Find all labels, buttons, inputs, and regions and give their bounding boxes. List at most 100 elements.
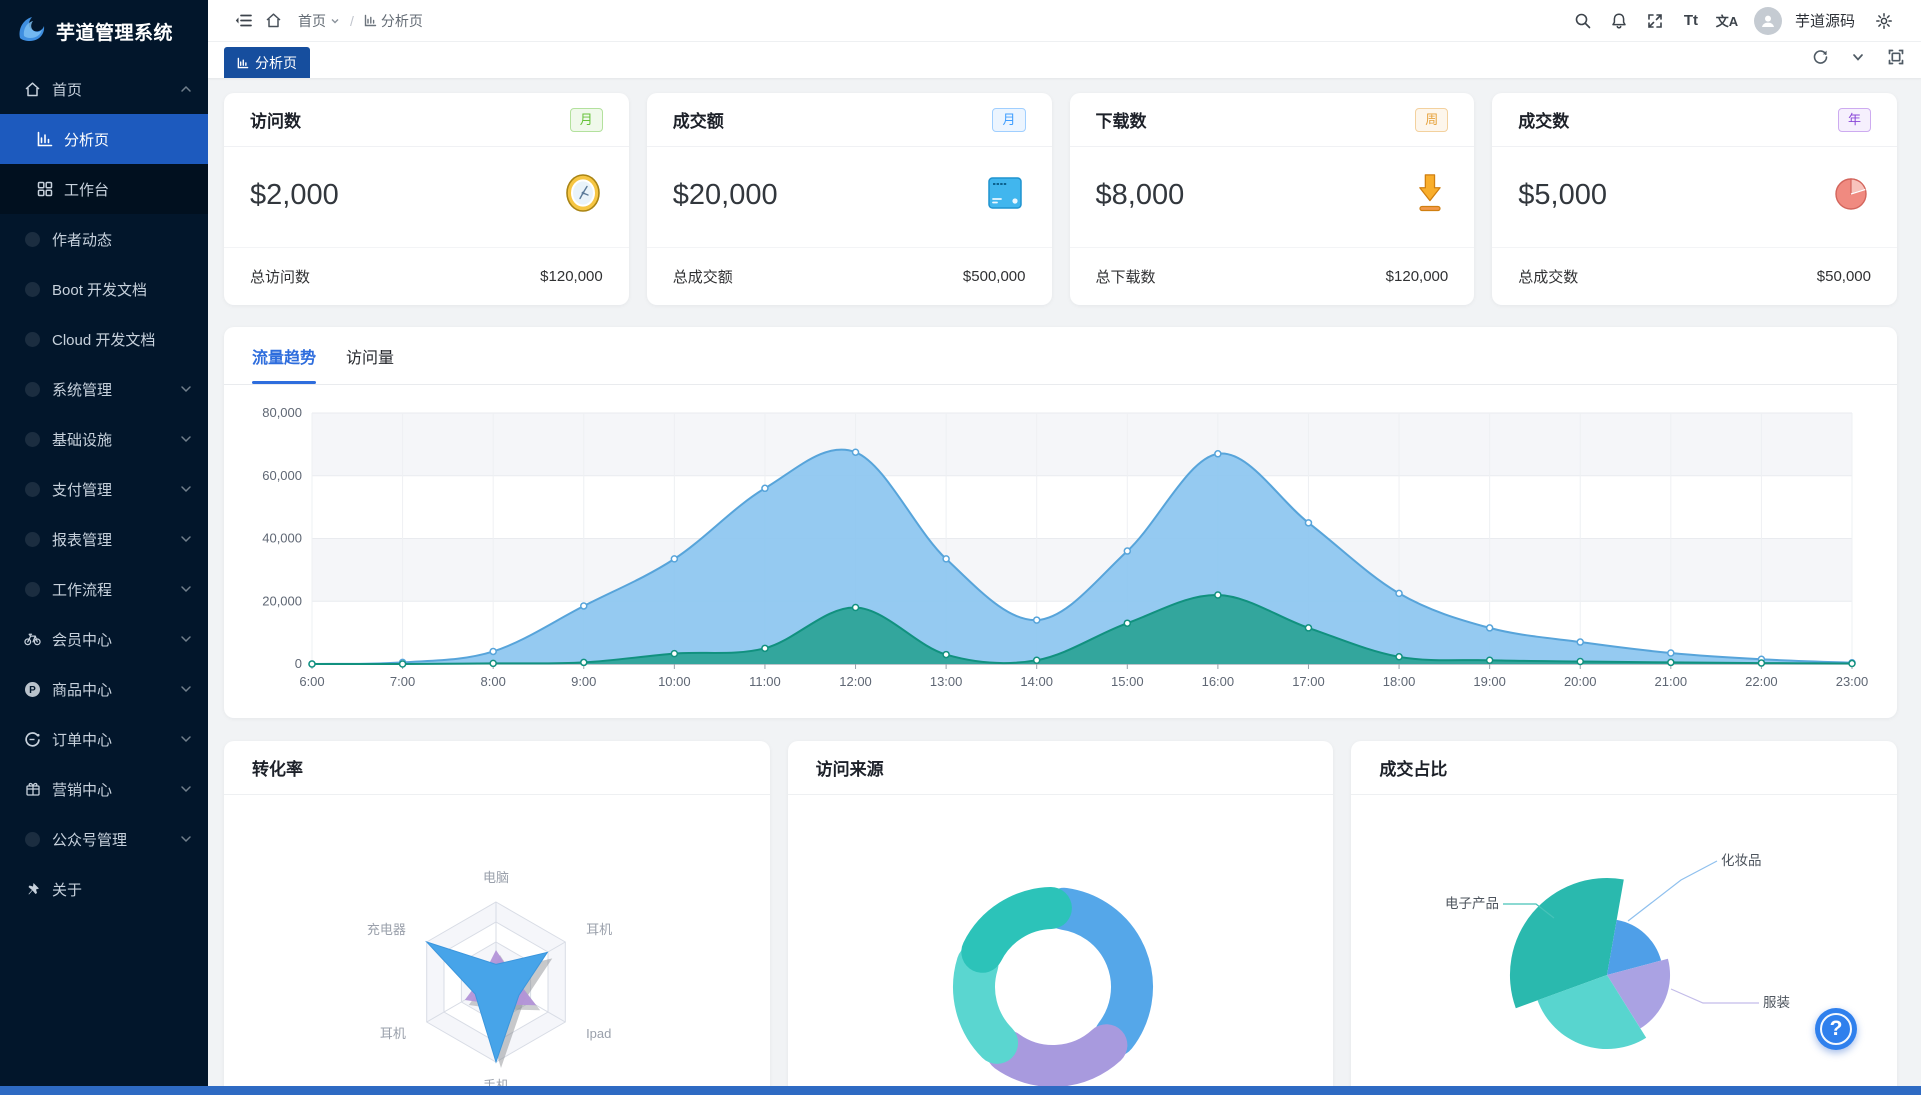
svg-text:11:00: 11:00 xyxy=(749,674,781,689)
tab-visit-volume[interactable]: 访问量 xyxy=(346,349,395,367)
language-icon[interactable]: 文A xyxy=(1715,14,1739,29)
svg-text:16:00: 16:00 xyxy=(1202,674,1235,689)
panel-title: 成交占比 xyxy=(1379,760,1448,779)
chevron-down-icon xyxy=(181,486,191,493)
tab-analysis-page[interactable]: 分析页 xyxy=(224,47,310,78)
dot-icon xyxy=(24,581,41,598)
p-circle-icon: P xyxy=(24,681,41,698)
breadcrumb-current[interactable]: 分析页 xyxy=(364,11,423,31)
stat-card-visits: 访问数 月 $2,000 xyxy=(224,93,629,305)
sidebar-item-14[interactable]: 营销中心 xyxy=(0,764,208,814)
svg-text:18:00: 18:00 xyxy=(1383,674,1416,689)
visit-source-donut-chart[interactable] xyxy=(788,795,1334,1095)
sidebar-item-8[interactable]: 支付管理 xyxy=(0,464,208,514)
stat-card-downloads: 下载数 周 $8,000 总下载数 xyxy=(1069,93,1475,305)
sidebar-item-label: 会员中心 xyxy=(52,631,113,649)
sidebar-item-1[interactable]: 分析页 xyxy=(0,114,208,164)
sidebar-item-0[interactable]: 首页 xyxy=(0,64,208,114)
traffic-trend-chart[interactable]: 0 20,000 40,000 60,000 80,000 6:00 7:00 8:00 9:0… xyxy=(224,385,1897,715)
conversion-radar-chart[interactable]: 电脑耳机Ipad手机耳机充电器 xyxy=(224,795,770,1095)
maximize-icon[interactable] xyxy=(1885,46,1907,68)
svg-text:12:00: 12:00 xyxy=(839,674,872,689)
menu-fold-icon[interactable] xyxy=(228,6,258,36)
sidebar-item-9[interactable]: 报表管理 xyxy=(0,514,208,564)
sidebar-item-16[interactable]: 关于 xyxy=(0,864,208,914)
sidebar-item-7[interactable]: 基础设施 xyxy=(0,414,208,464)
dot-icon xyxy=(24,831,41,848)
refresh-icon[interactable] xyxy=(1809,46,1831,68)
grid-icon xyxy=(36,181,53,198)
sidebar-item-label: 关于 xyxy=(52,881,83,899)
svg-text:P: P xyxy=(29,685,36,696)
sidebar-item-label: 支付管理 xyxy=(52,481,113,499)
pin-icon xyxy=(24,881,41,898)
pie-chart-icon xyxy=(1831,173,1871,218)
sidebar-item-10[interactable]: 工作流程 xyxy=(0,564,208,614)
stat-footer-label: 总访问数 xyxy=(250,269,311,286)
panel-title: 访问来源 xyxy=(815,760,884,779)
sidebar-item-15[interactable]: 公众号管理 xyxy=(0,814,208,864)
sidebar-item-12[interactable]: P 商品中心 xyxy=(0,664,208,714)
breadcrumb-separator: / xyxy=(350,12,354,29)
logo[interactable]: 芋道管理系统 xyxy=(0,0,208,62)
chevron-down-icon xyxy=(181,686,191,693)
svg-text:60,000: 60,000 xyxy=(262,468,302,483)
svg-text:10:00: 10:00 xyxy=(658,674,691,689)
svg-text:电脑: 电脑 xyxy=(483,870,509,885)
svg-text:耳机: 耳机 xyxy=(586,922,612,937)
bar-chart-icon xyxy=(364,14,377,27)
svg-text:15:00: 15:00 xyxy=(1111,674,1144,689)
sidebar-menu: 首页 分析页 工作台 作者动态 Boot 开发文档 Cloud 开发文档 系统管理 基础设施支… xyxy=(0,64,208,914)
fullscreen-icon[interactable] xyxy=(1640,6,1670,36)
breadcrumb-home[interactable]: 首页 xyxy=(298,11,340,31)
font-size-icon[interactable]: Tt xyxy=(1683,12,1699,29)
sidebar-item-label: 商品中心 xyxy=(52,681,113,699)
chevron-down-icon[interactable] xyxy=(1847,46,1869,68)
help-button[interactable]: ? xyxy=(1815,1008,1857,1050)
dot-icon xyxy=(24,331,41,348)
stat-footer-value: $120,000 xyxy=(1385,268,1449,285)
sidebar-item-6[interactable]: 系统管理 xyxy=(0,364,208,414)
svg-text:23:00: 23:00 xyxy=(1836,674,1869,689)
svg-text:6:00: 6:00 xyxy=(299,674,324,689)
dot-icon xyxy=(24,531,41,548)
sidebar-item-2[interactable]: 工作台 xyxy=(0,164,208,214)
tab-bar: 分析页 xyxy=(208,42,1921,78)
navbar-actions: Tt 文A 芋道源码 xyxy=(1568,6,1899,36)
svg-text:耳机: 耳机 xyxy=(380,1026,406,1041)
sidebar-item-label: 营销中心 xyxy=(52,781,113,799)
sidebar-item-3[interactable]: 作者动态 xyxy=(0,214,208,264)
sidebar-item-4[interactable]: Boot 开发文档 xyxy=(0,264,208,314)
period-badge: 月 xyxy=(992,107,1026,132)
tab-traffic-trend[interactable]: 流量趋势 xyxy=(252,327,317,384)
notification-bell-icon[interactable] xyxy=(1604,6,1634,36)
deal-share-card: 成交占比 电子产品 化妆品 服装 xyxy=(1351,741,1898,1095)
svg-text:40,000: 40,000 xyxy=(262,531,302,546)
top-navbar: 首页 / 分析页 xyxy=(208,0,1921,42)
sidebar-item-11[interactable]: 会员中心 xyxy=(0,614,208,664)
stat-card-row: 访问数 月 $2,000 xyxy=(224,93,1897,305)
svg-text:0: 0 xyxy=(295,656,302,671)
sidebar-item-13[interactable]: 订单中心 xyxy=(0,714,208,764)
bankcard-icon xyxy=(984,175,1026,216)
stat-footer-label: 总下载数 xyxy=(1095,269,1156,286)
svg-text:20,000: 20,000 xyxy=(262,593,302,608)
svg-text:充电器: 充电器 xyxy=(367,922,406,937)
stat-value: $20,000 xyxy=(672,178,778,211)
chevron-down-icon xyxy=(181,786,191,793)
stat-footer-value: $120,000 xyxy=(540,268,603,285)
search-icon[interactable] xyxy=(1568,6,1598,36)
user-avatar[interactable] xyxy=(1753,6,1782,35)
user-name[interactable]: 芋道源码 xyxy=(1794,13,1855,30)
home-icon[interactable] xyxy=(258,6,288,36)
stat-card-turnover: 成交额 月 $20,000 xyxy=(646,93,1052,305)
sidebar-item-5[interactable]: Cloud 开发文档 xyxy=(0,314,208,364)
chevron-down-icon xyxy=(181,436,191,443)
svg-text:服装: 服装 xyxy=(1763,995,1790,1010)
settings-gear-icon[interactable] xyxy=(1869,6,1899,36)
home-icon xyxy=(24,81,41,98)
chevron-down-icon xyxy=(181,386,191,393)
stat-title: 成交额 xyxy=(672,112,724,131)
app-title: 芋道管理系统 xyxy=(56,22,174,44)
